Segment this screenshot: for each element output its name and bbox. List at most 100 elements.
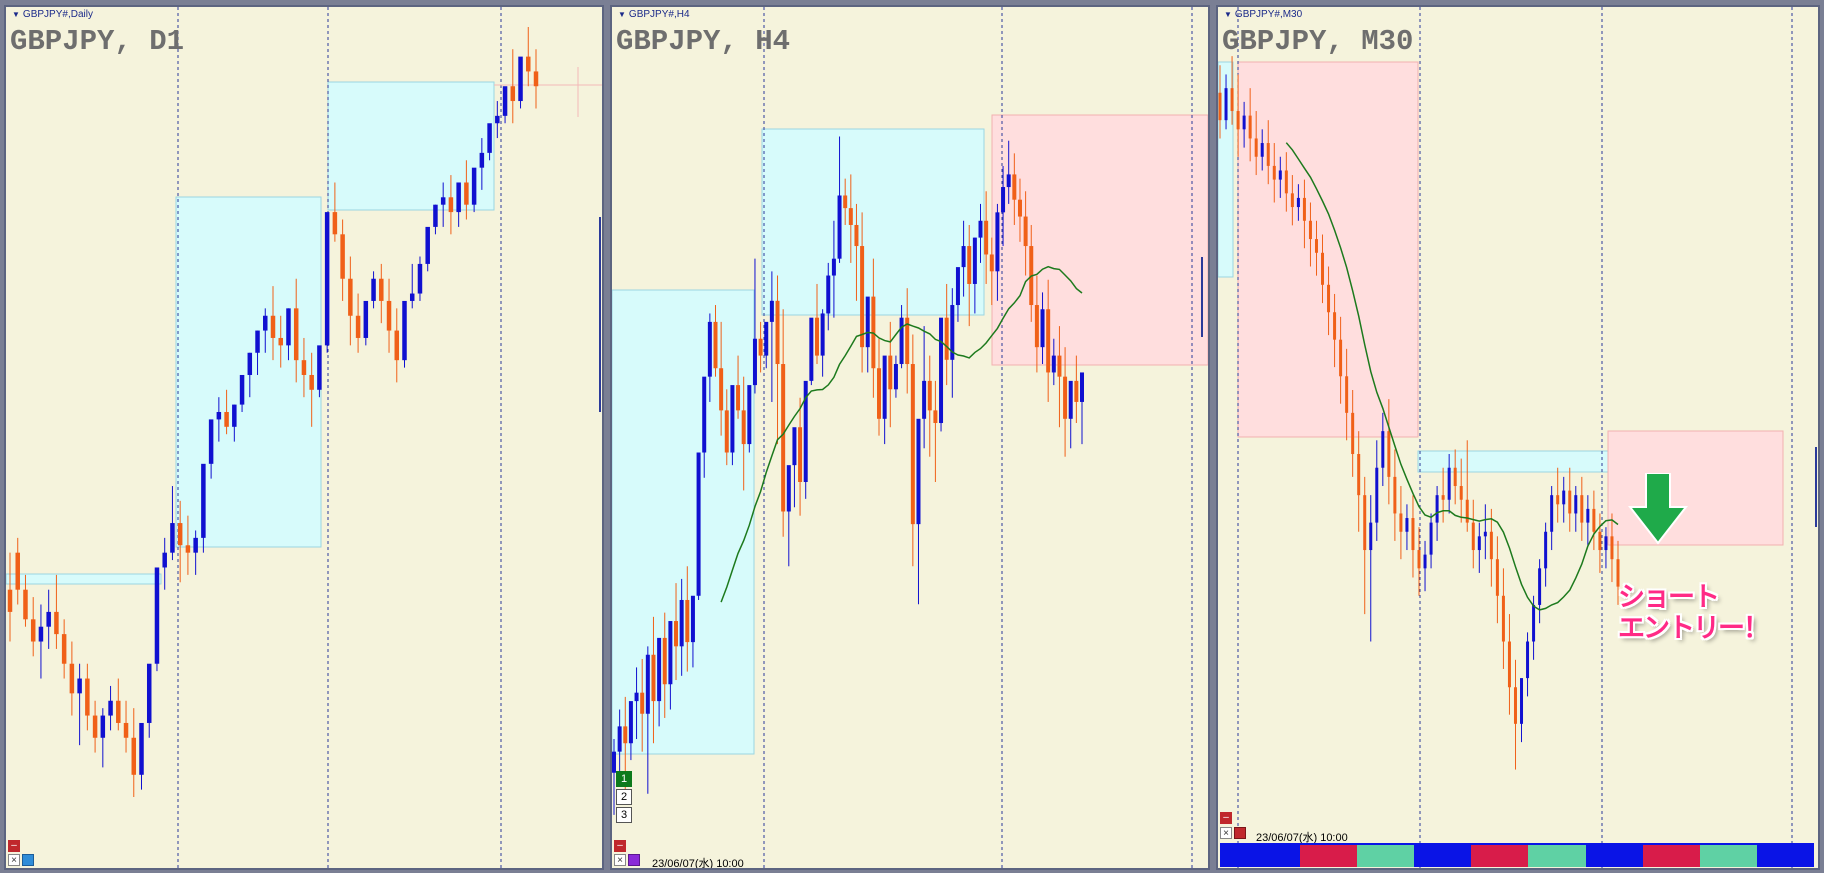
page-button-1[interactable]: 1: [616, 771, 632, 787]
candle-body: [736, 385, 741, 411]
candle-body: [775, 300, 780, 365]
properties-button[interactable]: [22, 854, 34, 866]
candle-body: [1375, 467, 1379, 523]
candle-body: [1562, 490, 1566, 505]
chart-menu-triangle-icon[interactable]: ▼: [1224, 10, 1232, 19]
strength-segment: [1242, 845, 1300, 867]
candle-body: [1006, 174, 1011, 188]
candle-body: [425, 226, 430, 264]
candle-body: [487, 123, 492, 153]
chart-menu-triangle-icon[interactable]: ▼: [618, 10, 626, 19]
chart-menu-triangle-icon[interactable]: ▼: [12, 10, 20, 19]
candle-body: [685, 599, 690, 643]
candle-body: [939, 317, 944, 424]
candle-body: [1001, 187, 1006, 213]
chart-symbol-label[interactable]: ▼ GBPJPY#,Daily: [12, 9, 93, 20]
candle-body: [877, 368, 882, 419]
candle-body: [293, 308, 299, 361]
candle-body: [533, 71, 539, 87]
candle-body: [1248, 115, 1252, 139]
candle-body: [1351, 412, 1355, 455]
candle-body: [116, 700, 121, 723]
datetime-label: 23/06/07(水) 10:00: [1256, 832, 1348, 844]
candle-body: [448, 197, 454, 213]
minimize-button[interactable]: –: [614, 840, 626, 852]
minimize-button[interactable]: –: [1220, 812, 1232, 824]
candle-body: [15, 552, 20, 590]
candle-body: [139, 722, 144, 775]
candle-body: [724, 410, 729, 453]
candle-body: [1393, 476, 1397, 514]
candle-body: [831, 258, 836, 276]
chart-panel-m30[interactable]: ▼ GBPJPY#,M30 GBPJPY, M30 ショート エントリー！ – ×…: [1216, 5, 1820, 870]
candle-body: [363, 300, 369, 338]
candle-body: [640, 692, 645, 714]
candle-body: [526, 56, 531, 72]
candle-body: [69, 663, 75, 694]
candle-body: [1363, 495, 1367, 551]
candle-body: [1314, 239, 1318, 253]
candle-body: [1254, 138, 1258, 157]
candle-body: [916, 418, 921, 525]
candle-body: [1435, 495, 1439, 523]
candle-body: [255, 330, 260, 353]
chart-panel-d1[interactable]: ▼ GBPJPY#,Daily GBPJPY, D1 – ×: [4, 5, 604, 870]
candle-body: [1051, 355, 1056, 373]
chart-symbol-label[interactable]: ▼ GBPJPY#,M30: [1224, 9, 1303, 20]
candle-body: [247, 352, 253, 375]
candle-body: [764, 321, 769, 356]
candle-body: [1417, 550, 1421, 569]
candle-body: [301, 360, 307, 375]
candle-body: [972, 237, 977, 284]
currency-strength-bar: [1220, 843, 1814, 867]
page-button-3[interactable]: 3: [616, 807, 632, 823]
candle-body: [185, 545, 191, 553]
candle-body: [1345, 376, 1349, 413]
chart-title: GBPJPY, H4: [616, 25, 791, 58]
strength-segment: [1756, 845, 1814, 867]
candle-body: [814, 317, 819, 356]
candle-body: [1023, 216, 1028, 247]
candle-body: [1357, 454, 1361, 496]
candle-body: [707, 321, 712, 377]
candle-body: [1526, 641, 1530, 679]
candle-body: [464, 182, 469, 205]
candle-body: [1550, 495, 1554, 532]
candle-body: [1495, 559, 1499, 596]
candle-body: [679, 599, 684, 647]
indicator-button[interactable]: [628, 854, 640, 866]
candle-body: [278, 337, 283, 346]
chart-symbol-label[interactable]: ▼ GBPJPY#,H4: [618, 9, 690, 20]
close-button[interactable]: ×: [614, 854, 626, 866]
candle-body: [1501, 595, 1505, 642]
minimize-button[interactable]: –: [8, 840, 20, 852]
close-button[interactable]: ×: [8, 854, 20, 866]
chart-canvas-h4: [612, 7, 1208, 868]
candle-body: [1017, 199, 1022, 217]
candle-body: [502, 86, 508, 116]
strength-segment: [1471, 845, 1529, 867]
candle-body: [1327, 284, 1331, 313]
chart-panel-h4[interactable]: ▼ GBPJPY#,H4 GBPJPY, H4 1 2 3 – × 23/06/0…: [610, 5, 1210, 870]
candle-body: [1284, 170, 1288, 194]
candle-body: [193, 537, 198, 553]
properties-button[interactable]: [1234, 827, 1246, 839]
candle-body: [1574, 495, 1578, 514]
candle-body: [719, 368, 724, 411]
candle-body: [239, 374, 245, 405]
candle-body: [1387, 431, 1391, 477]
candle-body: [1339, 339, 1343, 377]
candle-body: [792, 427, 797, 466]
candle-body: [882, 355, 887, 419]
candle-body: [1272, 165, 1276, 180]
candle-body: [1459, 486, 1463, 500]
candle-body: [77, 678, 82, 694]
strength-segment: [1699, 845, 1757, 867]
candle-body: [1290, 193, 1294, 208]
candle-body: [170, 523, 175, 553]
candle-body: [1224, 88, 1228, 121]
page-button-2[interactable]: 2: [616, 789, 632, 805]
close-button[interactable]: ×: [1220, 827, 1232, 839]
candle-body: [1586, 508, 1590, 523]
candle-body: [386, 300, 392, 331]
